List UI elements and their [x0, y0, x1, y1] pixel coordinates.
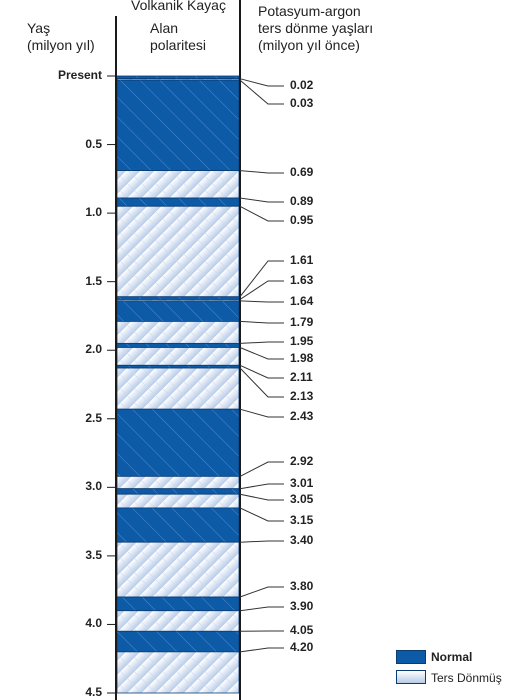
ka-header-line1: Potasyum-argon [258, 3, 361, 19]
legend-reversed-label: Ters Dönmüş [431, 671, 502, 685]
legend-normal-label: Normal [431, 650, 473, 664]
polarity-band-normal [116, 75, 240, 80]
axis-tick-label: 1.5 [85, 273, 102, 288]
axis-tick-label: 3.0 [85, 479, 102, 494]
field-header-line1: Alan [150, 20, 179, 36]
axis-tick-label: 1.0 [85, 205, 102, 220]
reversal-leader-line [239, 540, 284, 543]
reversal-leader-line [239, 483, 284, 490]
reversal-date-label: 3.40 [290, 533, 314, 547]
reversal-leader-line [239, 78, 284, 87]
reversal-leader-line [239, 461, 284, 477]
axis-tick-label: 4.5 [85, 685, 102, 699]
polarity-band-reversed [116, 367, 240, 410]
potassium-argon-header: Potasyum-argon ters dönme yaşları (milyo… [258, 3, 428, 54]
reversal-date-label: 3.05 [290, 492, 314, 506]
reversal-leader-line [239, 205, 284, 222]
reversal-leader-line [239, 170, 284, 174]
volcanic-rock-header: Volkanik Kayaç [131, 0, 226, 13]
reversal-date-label: 2.43 [290, 409, 314, 423]
polarity-band-normal [116, 364, 240, 369]
reversal-date-label: 2.13 [290, 389, 314, 403]
axis-tick-label: 2.0 [85, 342, 102, 357]
reversal-date-label: 3.80 [290, 579, 314, 593]
legend-reversed-swatch [396, 670, 426, 684]
reversal-leader-line [239, 364, 284, 379]
reversal-date-label: 3.15 [290, 513, 314, 527]
reversal-date-label: 0.03 [290, 96, 314, 110]
reversal-leader-line [239, 493, 284, 501]
ka-header-line3: (milyon yıl önce) [258, 37, 360, 53]
reversal-date-label: 3.01 [290, 476, 314, 490]
reversal-date-label: 3.90 [290, 599, 314, 613]
reversal-leader-line [239, 300, 284, 303]
reversal-leader-line [239, 347, 284, 360]
polarity-band-normal [116, 488, 240, 495]
reversal-date-label: 1.95 [290, 334, 314, 348]
reversal-leader-line [239, 320, 284, 324]
field-header-line2: polaritesi [150, 37, 207, 53]
reversal-date-label: 2.11 [290, 370, 313, 384]
axis-tick-label: 0.5 [85, 136, 102, 151]
polarity-band-normal [116, 197, 240, 207]
reversal-leader-line [239, 197, 284, 203]
polarity-band-normal [116, 630, 240, 653]
age-header-line2: (milyon yıl) [27, 37, 95, 53]
polarity-band-reversed [116, 205, 240, 298]
reversal-date-label: 0.69 [290, 165, 314, 179]
reversal-leader-line [239, 606, 284, 612]
reversal-leader-line [239, 280, 284, 300]
polarity-band-reversed [116, 610, 240, 632]
polarity-band-reversed [116, 493, 240, 509]
reversal-date-label: 4.05 [290, 623, 314, 637]
polarity-band-reversed [116, 321, 240, 344]
reversal-date-label: 0.02 [290, 78, 314, 92]
reversal-date-label: 1.79 [290, 315, 314, 329]
reversal-leader-line [239, 507, 284, 522]
polarity-band-normal [116, 79, 240, 172]
reversal-leader-line [239, 367, 284, 398]
reversal-date-label: 4.20 [290, 640, 314, 654]
age-column-header: Yaş (milyon yıl) [27, 20, 112, 54]
polarity-band-normal [116, 300, 240, 322]
axis-tick-label: Present [57, 68, 102, 82]
reversal-leader-line [239, 586, 284, 598]
polarity-band-reversed [116, 475, 240, 490]
polarity-band-reversed [116, 170, 240, 199]
reversal-date-label: 1.63 [290, 273, 314, 287]
axis-tick-label: 3.5 [85, 547, 102, 562]
polarity-band-reversed [116, 651, 240, 694]
reversal-date-label: 0.89 [290, 194, 314, 208]
field-polarity-header: Alan polaritesi [150, 20, 240, 54]
polarity-band-normal [116, 507, 240, 543]
reversal-leader-line [239, 79, 284, 105]
ka-header-line2: ters dönme yaşları [258, 20, 374, 36]
reversal-date-label: 0.95 [290, 213, 314, 227]
polarity-band-normal [116, 596, 240, 612]
reversal-leader-line [239, 408, 284, 418]
reversal-leader-line [239, 647, 284, 653]
reversal-leader-line [239, 341, 284, 344]
reversal-leader-line [239, 260, 284, 298]
reversal-date-label: 1.98 [290, 351, 314, 365]
legend-normal-swatch [396, 650, 426, 664]
axis-tick-label: 2.5 [85, 410, 102, 425]
reversal-date-label: 1.64 [290, 294, 314, 308]
reversal-date-label: 2.92 [290, 454, 314, 468]
polarity-band-reversed [116, 541, 240, 598]
polarity-band-normal [116, 408, 240, 477]
axis-tick-label: 4.0 [85, 616, 102, 631]
polarity-band-normal [116, 296, 240, 300]
age-header-line1: Yaş [27, 20, 51, 36]
reversal-date-label: 1.61 [290, 253, 314, 267]
polarity-band-normal [116, 342, 240, 348]
polarity-band-reversed [116, 347, 240, 366]
